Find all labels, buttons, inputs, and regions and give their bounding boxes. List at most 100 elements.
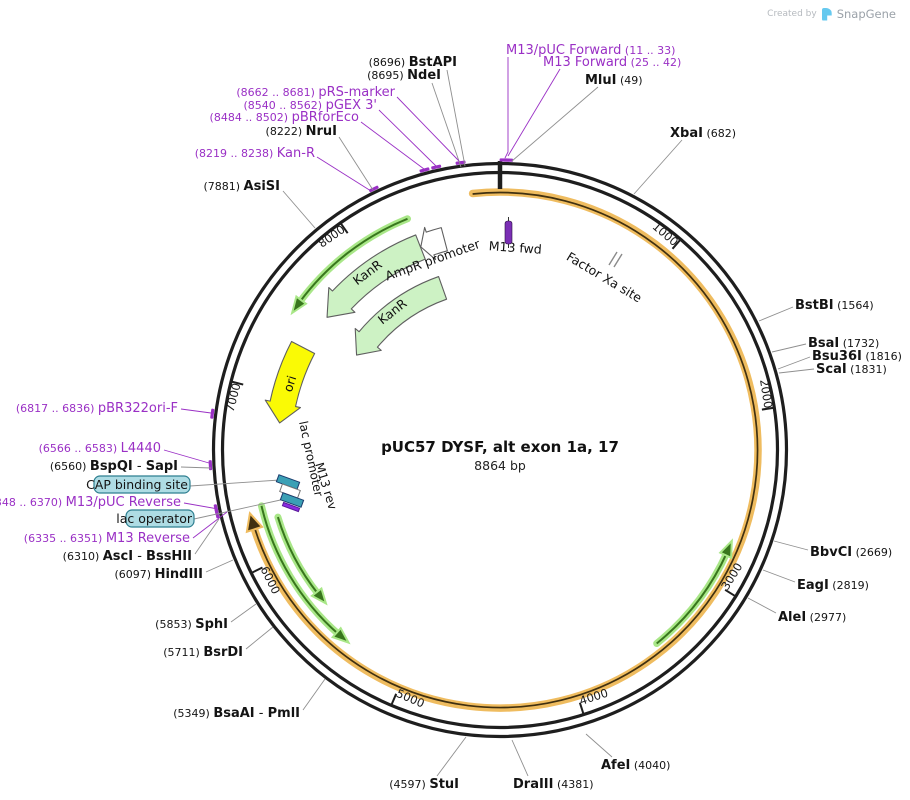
leader-m13-puc-forward [504,57,509,159]
leader-alei [747,597,777,614]
label-hindiii[interactable]: (6097) HindIII [115,567,204,582]
tick-m13-forward[interactable] [503,158,514,162]
kanr-arrow-1[interactable] [326,234,426,318]
label-bstapi[interactable]: (8696) BstAPI [369,55,457,70]
tick-prs-marker[interactable] [455,160,466,165]
feature-arrow-kan-region-head [290,294,308,316]
tick-pbr322ori-f[interactable] [210,408,215,419]
feature-arrow-bottomleft-inner-head [310,586,328,606]
leader-ndei [431,82,462,168]
leader-mlui [511,86,599,162]
label-scai[interactable]: ScaI (1831) [816,362,887,377]
label-xbai[interactable]: XbaI (682) [670,126,736,141]
ori-label[interactable]: ori [280,374,299,394]
label-bstbi[interactable]: BstBI (1564) [795,298,874,313]
leader-bsai [771,343,807,353]
label-mlui[interactable]: MluI (49) [585,73,643,88]
feature-arrow-right-glow[interactable] [653,549,731,647]
label-bsai[interactable]: BsaI (1732) [808,336,879,351]
m13-fwd-primer-bar[interactable] [504,220,513,245]
leader-bstapi [446,69,466,167]
label-bsaai-pmli[interactable]: (5349) BsaAI - PmlI [173,706,300,721]
scale-label-4000: 4000 [578,686,610,708]
factor-xa-slash-2 [613,253,623,268]
label-afei[interactable]: AfeI (4040) [601,758,670,773]
feature-arrow-bottomleft-outer-head [330,626,351,645]
feature-arrow-bottomleft-inner-core [276,516,319,595]
tick-kan-r[interactable] [368,185,379,193]
label-bbvci[interactable]: BbvCI (2669) [810,545,892,560]
scale-label-7000: 7000 [223,381,244,413]
leader-lac-operator [193,498,286,520]
leader-asci-bsshii [194,518,220,555]
leader-kan-r-primer [316,156,372,192]
label-bsrdi[interactable]: (5711) BsrDI [163,645,243,660]
factor-xa-label[interactable]: Factor Xa site [564,249,645,306]
leader-pgex-3 [378,109,437,167]
tick-pgex-3[interactable] [431,164,442,170]
label-m13-forward[interactable]: M13 Forward (25 .. 42) [543,55,681,70]
lac-operator-icon[interactable] [279,492,305,508]
scale-tick-1000 [671,238,682,250]
leader-prs-marker [396,96,460,162]
leader-m13-puc-reverse [183,502,219,510]
label-bspqi-sapi[interactable]: (6560) BspQI - SapI [50,459,178,474]
label-eagi[interactable]: EagI (2819) [797,578,869,593]
feature-arrow-bottomleft-outer-core [260,505,340,636]
insert-region-arrowhead [245,511,264,534]
tick-l4440[interactable] [208,460,213,471]
leader-m13-forward [507,68,561,157]
label-pgex-3[interactable]: (8540 .. 8562) pGEX 3' [244,98,378,113]
label-kan-r-primer[interactable]: (8219 .. 8238) Kan-R [195,146,315,161]
box-cap-binding-site[interactable] [93,475,191,494]
kanr-arrow-2[interactable] [354,276,448,356]
box-lac-operator[interactable] [125,509,195,528]
label-draiii[interactable]: DraIII (4381) [513,777,594,792]
leader-hindiii [205,559,234,573]
feature-arrow-right-core [656,552,728,645]
label-bsu36i[interactable]: Bsu36I (1816) [812,349,902,364]
label-l4440[interactable]: (6566 .. 6583) L4440 [39,441,161,456]
label-pbr322ori-f[interactable]: (6817 .. 6836) pBR322ori-F [16,401,178,416]
tick-pbrforeco[interactable] [419,167,430,173]
leader-bstbi [758,306,794,322]
label-lac-operator[interactable]: lac operator [116,511,193,526]
label-nrui[interactable]: (8222) NruI [266,124,337,139]
scale-tick-3000 [724,588,737,598]
label-sphi[interactable]: (5853) SphI [155,617,228,632]
label-cap-binding-site[interactable]: CAP binding site [86,477,188,492]
plasmid-title-block: pUC57 DYSF, alt exon 1a, 17 8864 bp [381,438,619,473]
feature-arrow-right-head [718,538,733,560]
scale-tick-5000 [390,693,398,707]
leader-m13-reverse [192,511,228,539]
leader-xbai [633,139,683,195]
leader-nrui [338,136,374,191]
label-m13-reverse[interactable]: (6335 .. 6351) M13 Reverse [24,531,190,546]
label-m13-puc-reverse[interactable]: (6348 .. 6370) M13/pUC Reverse [0,495,181,510]
snapgene-watermark: Created by SnapGene [767,7,896,21]
label-asci-bsshii[interactable]: (6310) AscI - BssHII [63,549,192,564]
label-pbrforeco[interactable]: (8484 .. 8502) pBRforEco [210,110,360,125]
insert-region-core [253,191,759,709]
leader-scai [778,368,815,374]
label-alei[interactable]: AleI (2977) [778,610,846,625]
leader-draiii [511,739,529,777]
leader-bsrdi [245,626,274,650]
leader-pbrforeco [360,121,425,170]
label-prs-marker[interactable]: (8662 .. 8681) pRS-marker [236,85,395,100]
tick-m13-reverse[interactable] [214,508,220,519]
leader-eagi [762,569,796,583]
label-asisi[interactable]: (7881) AsiSI [203,179,280,194]
ampr-promoter-arrow[interactable] [420,226,448,261]
m13-rev-primer-icon[interactable] [281,501,301,513]
label-m13-puc-forward[interactable]: M13/pUC Forward (11 .. 33) [506,43,675,58]
label-stui[interactable]: (4597) StuI [389,777,459,792]
plasmid-size: 8864 bp [474,458,526,473]
factor-xa-slash-1 [608,251,618,266]
ori-arrow[interactable] [264,340,316,424]
scale-tick-4000 [578,702,585,716]
m13-fwd-label[interactable]: M13 fwd [488,238,542,257]
scale-tick-2000 [761,406,775,411]
label-ndei[interactable]: (8695) NdeI [367,68,441,83]
